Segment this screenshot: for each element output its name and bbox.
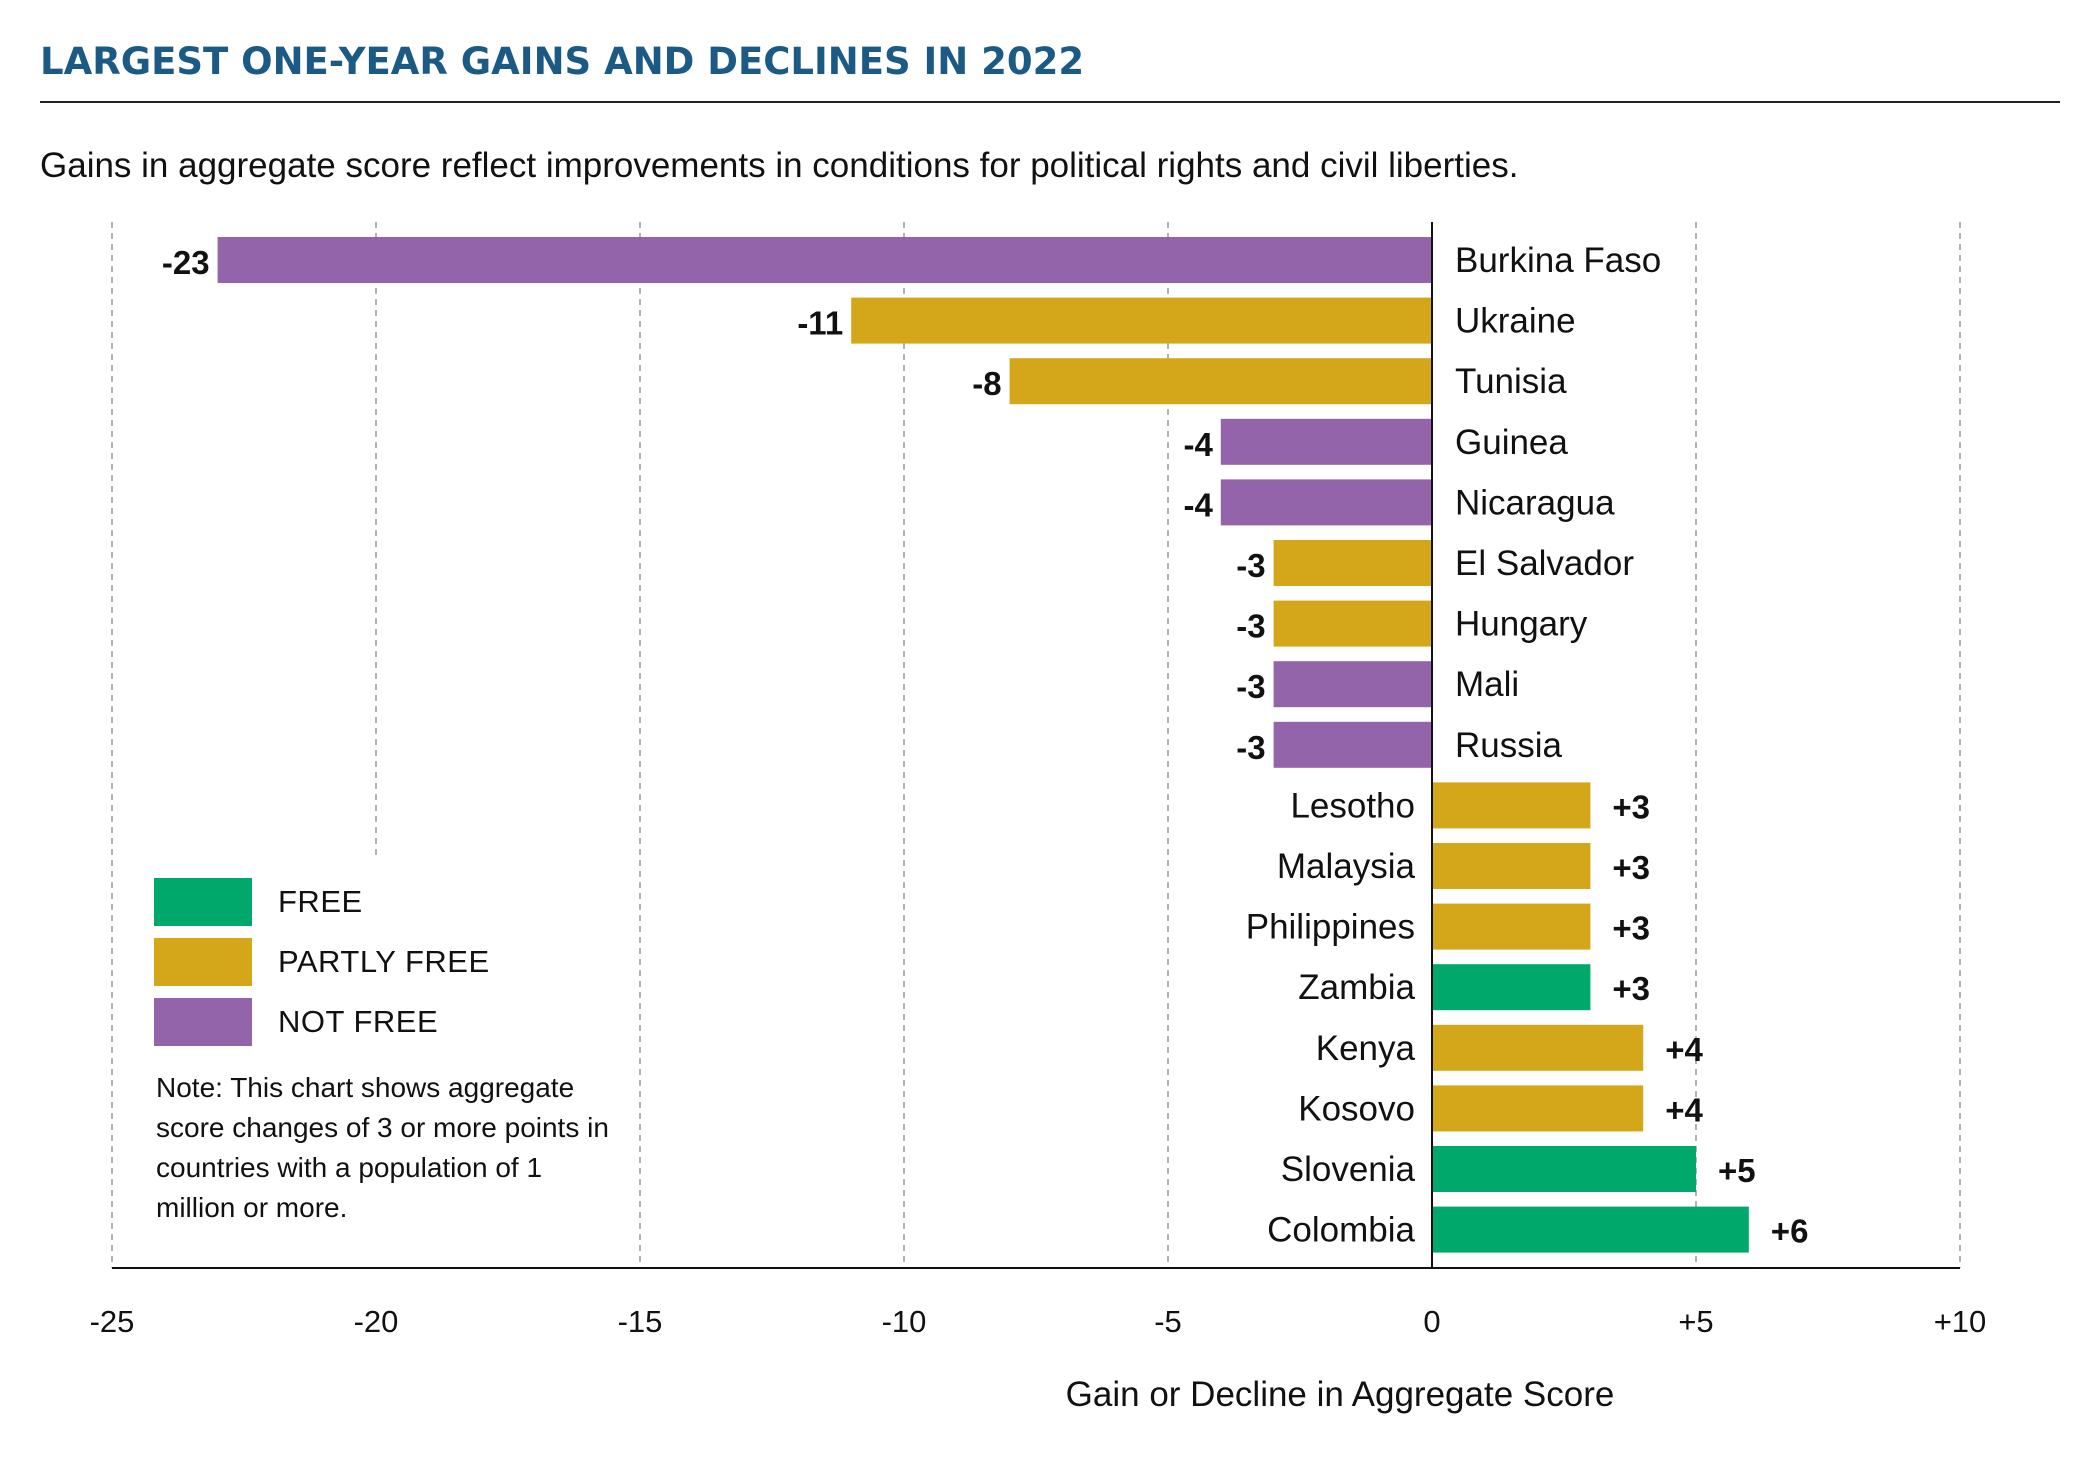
value-label: +6	[1771, 1213, 1809, 1250]
chart-title: LARGEST ONE-YEAR GAINS AND DECLINES IN 2…	[40, 40, 1085, 83]
legend-item-free: FREE	[154, 872, 490, 932]
value-label: -11	[797, 305, 843, 342]
bar	[217, 237, 1433, 283]
value-label: +4	[1665, 1091, 1703, 1128]
title-divider	[40, 101, 2060, 103]
x-tick-label: +10	[1934, 1304, 1987, 1339]
value-label: +3	[1612, 849, 1650, 886]
category-label: Colombia	[1267, 1211, 1415, 1250]
category-label: Kosovo	[1298, 1089, 1415, 1128]
bar	[1273, 721, 1432, 768]
legend-label-free: FREE	[278, 884, 363, 919]
bar	[1432, 1085, 1644, 1132]
x-tick-label: -5	[1154, 1304, 1182, 1339]
category-label: Hungary	[1455, 605, 1588, 644]
value-label: -8	[972, 365, 1001, 402]
value-label: -23	[162, 244, 210, 281]
value-label: -3	[1236, 729, 1265, 766]
value-label: +3	[1612, 788, 1650, 825]
value-label: +5	[1718, 1152, 1756, 1189]
x-tick-label: -20	[354, 1304, 399, 1339]
bar	[1009, 358, 1432, 405]
category-label: Guinea	[1455, 423, 1568, 462]
category-label: El Salvador	[1455, 544, 1634, 583]
category-label: Russia	[1455, 726, 1563, 765]
legend-swatch-partly-free	[154, 938, 252, 986]
bar	[1432, 1024, 1644, 1071]
value-label: +4	[1665, 1031, 1703, 1068]
legend-swatch-free	[154, 878, 252, 926]
x-tick-label: -15	[618, 1304, 663, 1339]
legend-item-not-free: NOT FREE	[154, 992, 490, 1052]
bar	[851, 297, 1432, 344]
category-label: Burkina Faso	[1455, 241, 1661, 280]
bar	[1273, 661, 1432, 708]
value-label: -4	[1183, 486, 1213, 523]
chart-subtitle: Gains in aggregate score reflect improve…	[40, 146, 1519, 185]
x-axis-label: Gain or Decline in Aggregate Score	[1066, 1375, 1615, 1414]
bar	[1432, 1146, 1696, 1192]
bar	[1432, 782, 1591, 829]
x-tick-label: +5	[1678, 1304, 1713, 1339]
value-label: +3	[1612, 970, 1650, 1007]
bar	[1273, 600, 1432, 647]
category-label: Slovenia	[1281, 1150, 1416, 1189]
value-label: -4	[1183, 426, 1213, 463]
category-label: Ukraine	[1455, 302, 1576, 341]
x-tick-label: -25	[90, 1304, 135, 1339]
x-tick-label: -10	[882, 1304, 927, 1339]
category-label: Kenya	[1316, 1029, 1416, 1068]
category-label: Malaysia	[1277, 847, 1416, 886]
value-label: -3	[1236, 608, 1265, 645]
value-label: -3	[1236, 547, 1265, 584]
bar	[1220, 418, 1432, 465]
x-tick-label: 0	[1423, 1304, 1440, 1339]
category-label: Philippines	[1246, 908, 1415, 947]
chart-note: Note: This chart shows aggregate score c…	[156, 1072, 609, 1223]
category-label: Mali	[1455, 665, 1519, 704]
bar	[1220, 479, 1432, 526]
value-label: +3	[1612, 910, 1650, 947]
value-label: -3	[1236, 668, 1265, 705]
category-label: Lesotho	[1290, 786, 1415, 825]
chart-legend: FREE PARTLY FREE NOT FREE	[154, 872, 490, 1052]
bar	[1432, 964, 1591, 1011]
category-label: Zambia	[1298, 968, 1415, 1007]
category-label: Nicaragua	[1455, 483, 1615, 522]
legend-item-partly-free: PARTLY FREE	[154, 932, 490, 992]
legend-label-not-free: NOT FREE	[278, 1004, 439, 1039]
bar	[1273, 540, 1432, 586]
bar	[1432, 903, 1591, 950]
bar	[1432, 843, 1591, 889]
legend-swatch-not-free	[154, 998, 252, 1046]
category-label: Tunisia	[1455, 362, 1567, 401]
legend-label-partly-free: PARTLY FREE	[278, 944, 490, 979]
bar	[1432, 1206, 1749, 1253]
